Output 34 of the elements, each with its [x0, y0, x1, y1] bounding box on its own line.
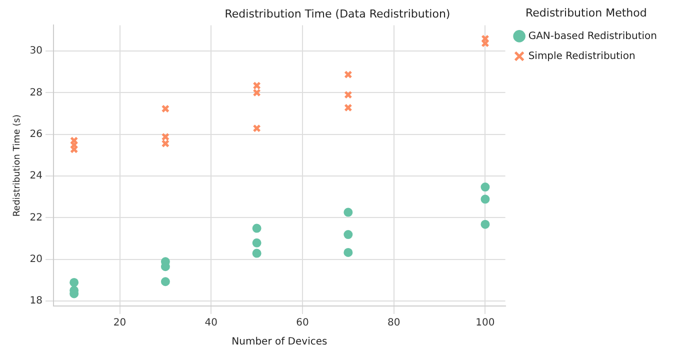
legend-title: Redistribution Method [525, 6, 647, 20]
legend-label: GAN-based Redistribution [528, 30, 658, 42]
y-tick-label: 24 [30, 170, 43, 182]
x-tick-label: 100 [476, 318, 495, 329]
y-tick-label: 28 [30, 87, 43, 98]
point [344, 248, 353, 257]
point [70, 278, 79, 287]
x-tick-label: 80 [387, 318, 400, 329]
point [344, 70, 352, 79]
point [252, 248, 262, 258]
point [480, 182, 490, 192]
x-tick-label: 60 [296, 318, 309, 329]
y-axis-title: Redistribution Time (s) [12, 114, 23, 217]
x-axis-title: Number of Devices [232, 336, 328, 348]
x-tick-label: 40 [204, 318, 218, 329]
point [252, 124, 261, 132]
point [344, 104, 352, 112]
y-tick-label: 18 [30, 296, 43, 307]
y-tick-label: 30 [30, 46, 43, 57]
point [480, 220, 490, 229]
y-tick-label: 26 [30, 128, 43, 140]
x-tick-label: 20 [113, 318, 126, 329]
chart-title: Redistribution Time (Data Redistribution) [224, 7, 450, 20]
point [160, 277, 170, 286]
point [252, 224, 262, 233]
point [161, 104, 170, 113]
y-tick-label: 22 [30, 212, 43, 224]
legend-label: Simple Redistribution [528, 50, 636, 62]
point [252, 238, 262, 248]
point [480, 194, 490, 204]
y-tick-label: 20 [30, 254, 43, 265]
point [344, 208, 353, 217]
point [344, 90, 352, 99]
point [344, 230, 353, 240]
